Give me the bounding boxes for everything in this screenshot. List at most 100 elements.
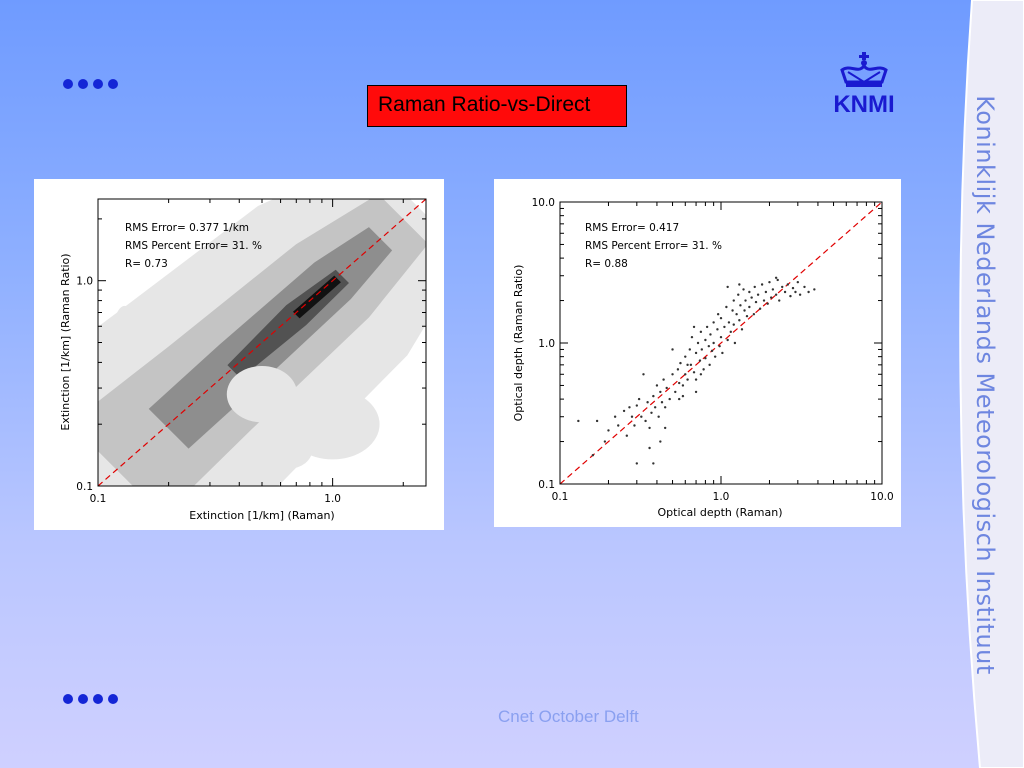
scatter-point — [694, 390, 698, 394]
scatter-point — [781, 285, 784, 289]
scatter-point — [716, 313, 720, 316]
scatter-point — [591, 454, 595, 457]
scatter-point — [692, 371, 696, 374]
annotation-r: R= 0.88 — [585, 258, 628, 270]
scatter-point — [762, 299, 766, 302]
scatter-point — [708, 363, 711, 367]
annotation-rms-percent: RMS Percent Error= 31. % — [125, 240, 262, 252]
scatter-point — [731, 309, 734, 312]
sidebar-text: Koninklijk Nederlands Meteorologisch Ins… — [971, 95, 999, 675]
scatter-point — [650, 411, 653, 414]
annotation-rms-error: RMS Error= 0.377 1/km — [125, 222, 249, 234]
contour-blob — [265, 431, 313, 469]
scatter-point — [622, 409, 626, 413]
scatter-point — [713, 355, 717, 358]
scatter-point — [663, 426, 667, 430]
scatter-point — [786, 283, 790, 286]
x-tick-label: 1.0 — [713, 491, 730, 503]
scatter-point — [707, 344, 711, 348]
scatter-point — [655, 384, 659, 387]
contour-blob — [113, 305, 137, 363]
scatter-point — [771, 288, 775, 291]
scatter-point — [738, 283, 741, 286]
scatter-point — [774, 276, 778, 280]
scatter-point — [704, 357, 707, 360]
scatter-point — [758, 307, 762, 310]
scatter-point — [681, 394, 685, 398]
scatter-point — [699, 330, 703, 334]
scatter-point — [725, 305, 728, 309]
scatter-point — [648, 426, 651, 430]
scatter-point — [778, 299, 781, 302]
scatter-point — [719, 316, 723, 320]
scatter-point — [702, 368, 705, 371]
scatter-point — [681, 384, 685, 387]
scatter-point — [791, 286, 795, 290]
bullet-dots-bottom — [63, 691, 123, 707]
scatter-point — [760, 283, 764, 286]
scatter-point — [679, 361, 682, 365]
scatter-point — [742, 288, 745, 291]
scatter-point — [803, 285, 806, 289]
scatter-point — [694, 351, 698, 355]
y-tick-label: 0.1 — [538, 479, 555, 491]
scatter-point — [783, 290, 787, 294]
scatter-point — [743, 309, 746, 312]
scatter-point — [752, 313, 756, 316]
y-axis-label: Optical depth (Raman Ratio) — [512, 265, 525, 422]
scatter-point — [712, 321, 715, 324]
scatter-point — [712, 341, 715, 345]
scatter-point — [719, 335, 723, 339]
scatter-point — [766, 302, 769, 305]
scatter-point — [696, 341, 700, 345]
scatter-point — [694, 378, 698, 381]
scatter-point — [774, 293, 778, 296]
scatter-point — [646, 401, 649, 404]
scatter-point — [710, 349, 714, 353]
optical-depth-scatter-chart: 0.1 1.0 10.0 0.1 1.0 10.0 RMS Error= 0.417 RM… — [512, 197, 894, 519]
y-tick-label: 0.1 — [76, 481, 93, 493]
scatter-point — [756, 293, 760, 296]
scatter-point — [671, 373, 674, 376]
scatter-point — [603, 440, 607, 443]
extinction-contour-chart: 0.1 1.0 0.1 1.0 RMS Error= 0.377 1/km RMS P… — [59, 198, 427, 522]
scatter-point — [688, 348, 691, 351]
scatter-point — [637, 397, 641, 401]
scatter-point — [748, 305, 751, 309]
x-tick-label: 0.1 — [552, 491, 569, 503]
scatter-point — [723, 325, 726, 329]
y-axis-label: Extinction [1/km] (Raman Ratio) — [59, 253, 72, 430]
scatter-point — [745, 314, 749, 318]
scatter-point — [671, 348, 674, 351]
scatter-point — [738, 319, 741, 322]
scatter-point — [737, 293, 740, 296]
crown-icon — [840, 52, 888, 87]
scatter-point — [716, 328, 719, 331]
scatter-point — [813, 288, 816, 291]
scatter-point — [660, 401, 664, 404]
scatter-point — [750, 296, 753, 299]
scatter-point — [727, 321, 731, 324]
scatter-point — [640, 415, 643, 418]
scatter-point — [648, 446, 651, 450]
scatter-point — [709, 333, 712, 336]
scatter-point — [617, 424, 620, 427]
scatter-point — [662, 378, 665, 381]
scatter-point — [684, 355, 687, 358]
scatter-point — [735, 313, 738, 316]
scatter-point — [726, 338, 729, 342]
scatter-point — [644, 419, 647, 423]
x-tick-label: 10.0 — [870, 491, 893, 503]
scatter-point — [698, 359, 702, 362]
scatter-point — [607, 429, 610, 432]
scatter-point — [732, 323, 735, 326]
scatter-point — [689, 363, 693, 367]
scatter-point — [676, 368, 680, 371]
scatter-point — [690, 335, 694, 339]
scatter-point — [613, 415, 617, 418]
knmi-logo: KNMI — [833, 52, 895, 116]
contour-level-4 — [292, 275, 341, 319]
annotation-r: R= 0.73 — [125, 258, 168, 270]
scatter-point — [718, 344, 721, 348]
scatter-point — [733, 341, 737, 345]
